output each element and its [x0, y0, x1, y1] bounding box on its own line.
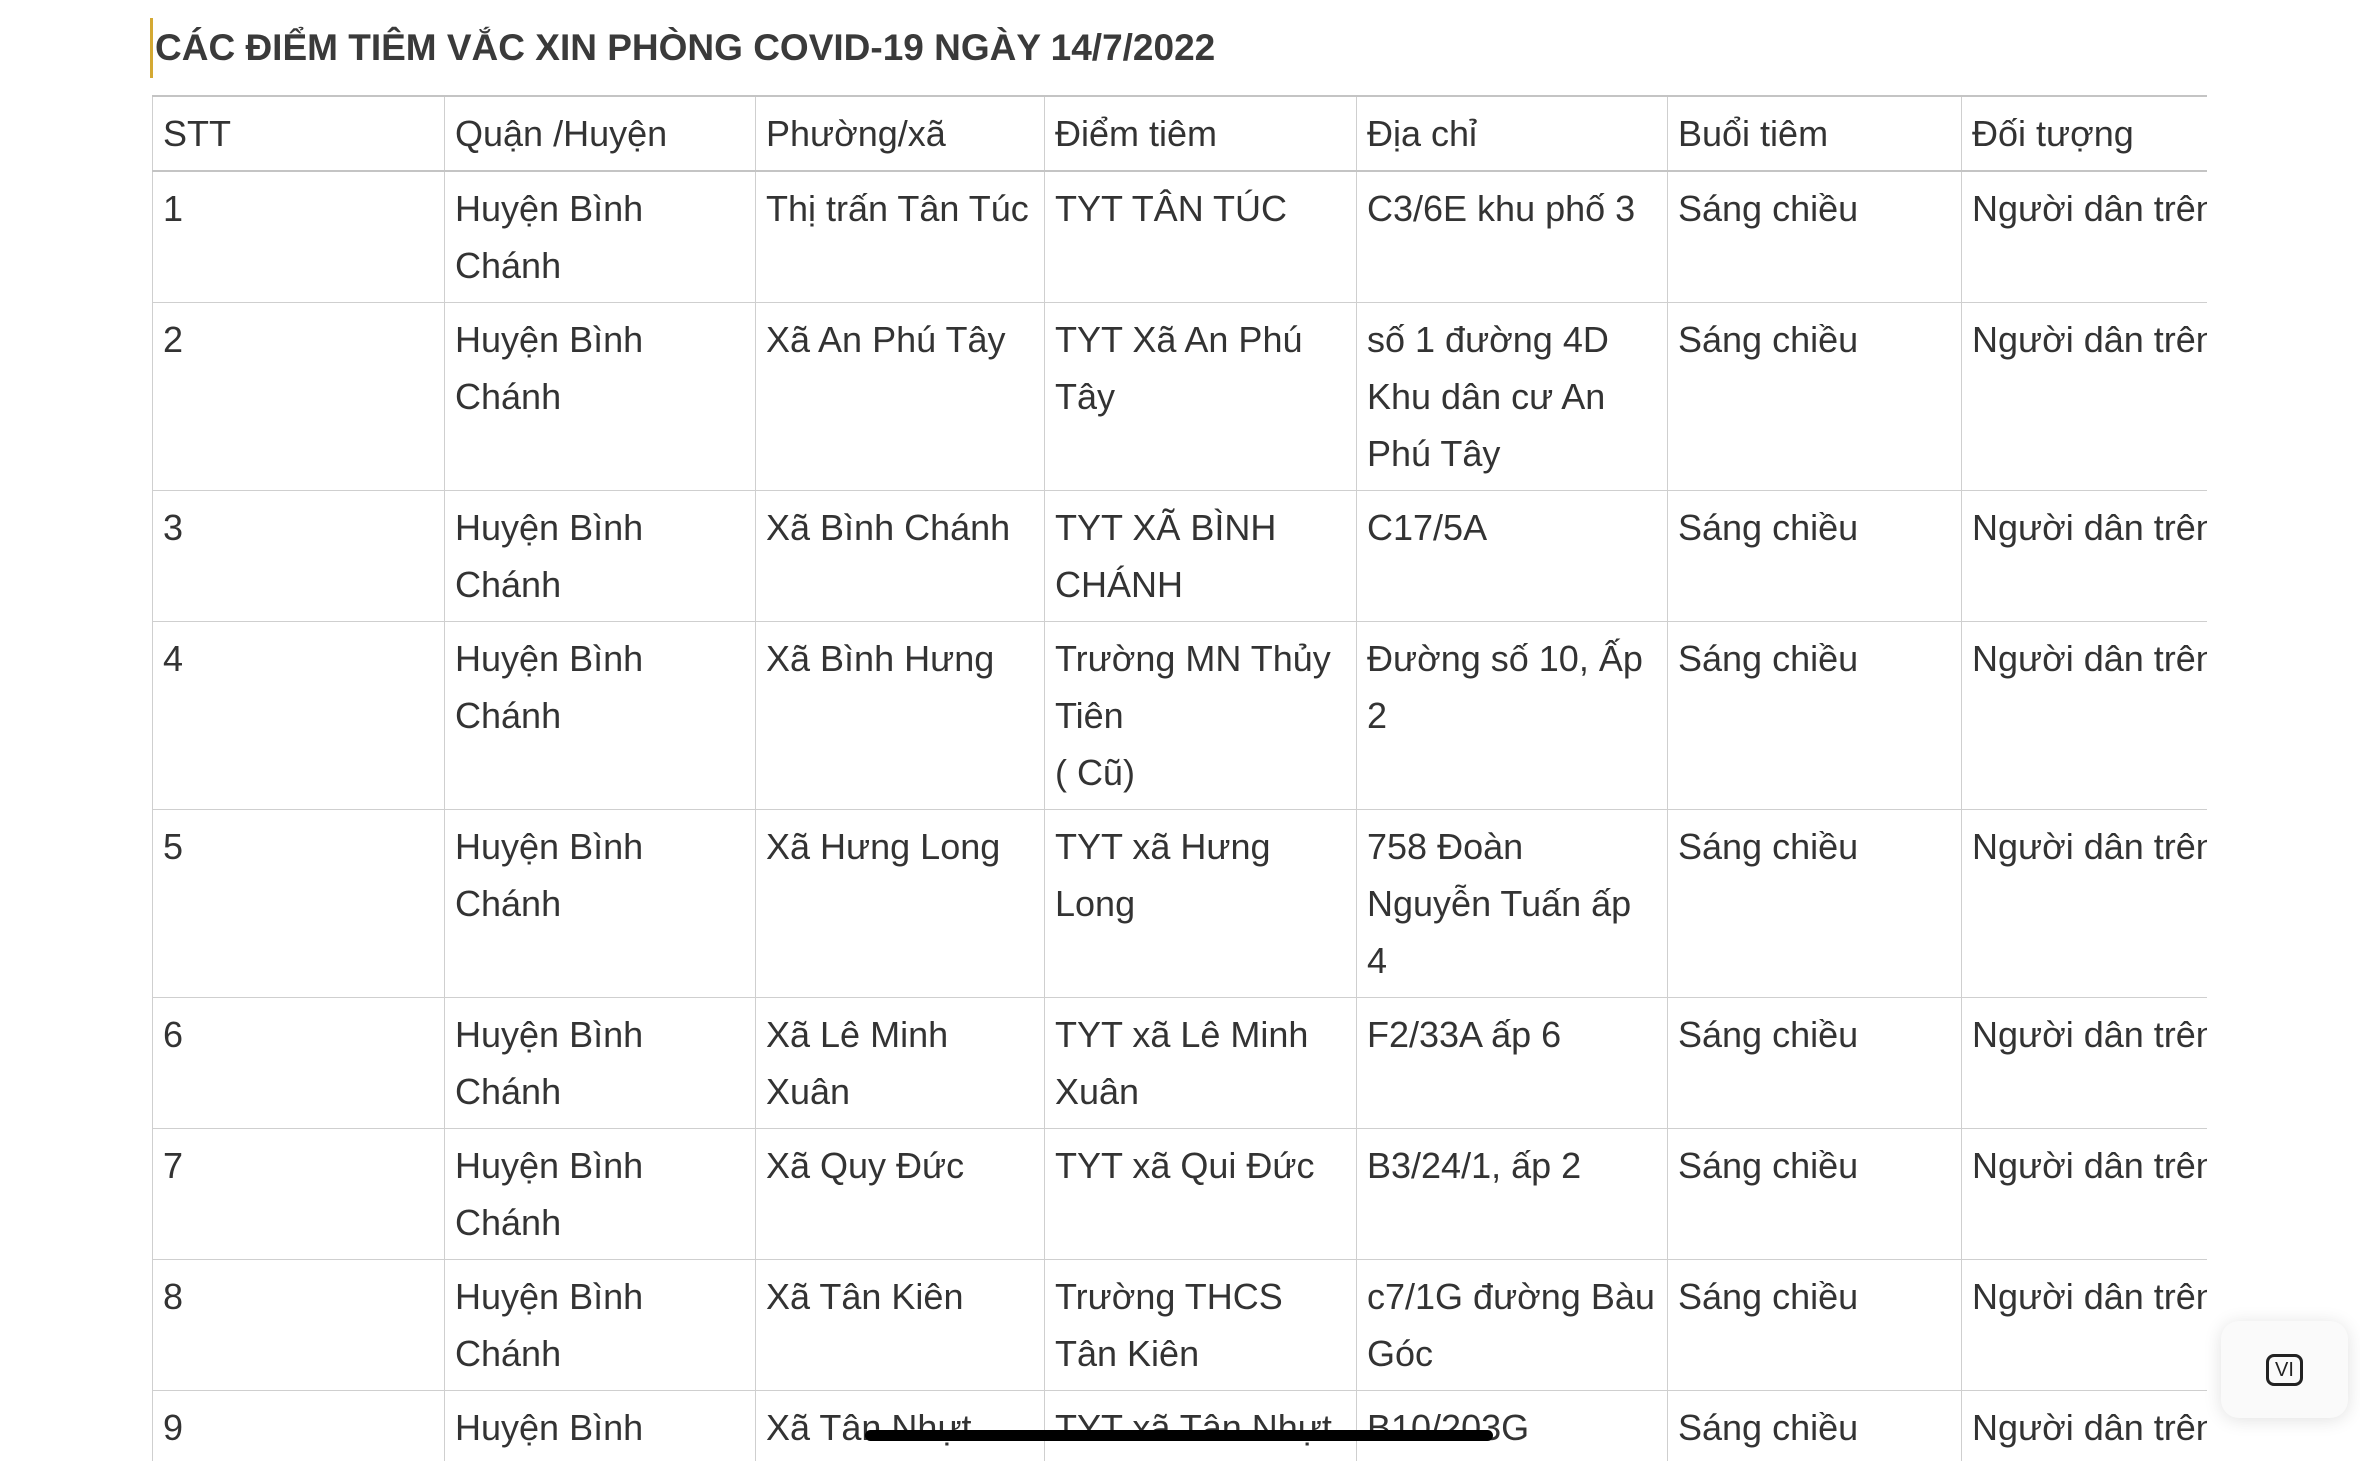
cell-ward: Xã Tân Nhựt [755, 1390, 1045, 1461]
column-header-site: Điểm tiêm [1044, 95, 1357, 172]
cell-district: Huyện Bình Chánh [444, 1128, 756, 1260]
cell-session: Sáng chiều [1667, 170, 1962, 303]
cell-target: Người dân trên địa bàn [1961, 1128, 2207, 1260]
cell-session: Sáng chiều [1667, 490, 1962, 622]
cell-stt: 2 [152, 302, 445, 491]
cell-target: Người dân trên địa bàn [1961, 170, 2207, 303]
table-row: 4 Huyện Bình Chánh Xã Bình Hưng Trường MN T… [152, 621, 2207, 810]
column-header-target: Đối tượng [1961, 95, 2207, 172]
cell-site: TYT xã Qui Đức [1044, 1128, 1357, 1260]
cell-address: C17/5A [1356, 490, 1668, 622]
column-header-ward: Phường/xã [755, 95, 1045, 172]
cell-ward: Xã Tân Kiên [755, 1259, 1045, 1391]
cell-district: Huyện Bình Chánh [444, 490, 756, 622]
language-icon: VI [2266, 1353, 2303, 1386]
table-row: 7 Huyện Bình Chánh Xã Quy Đức TYT xã Qui Đứ… [152, 1128, 2207, 1260]
cell-target: Người dân trên địa bàn [1961, 997, 2207, 1129]
cell-district: Huyện Bình Chánh [444, 997, 756, 1129]
cell-site: Trường THCS Tân Kiên [1044, 1259, 1357, 1391]
cell-target: Người dân trên địa bàn [1961, 1259, 2207, 1391]
cell-session: Sáng chiều [1667, 1128, 1962, 1260]
cell-address: B10/203G Trương [1356, 1390, 1668, 1461]
cell-address: B3/24/1, ấp 2 [1356, 1128, 1668, 1260]
table-row: 9 Huyện Bình Xã Tân Nhựt TYT xã Tân Nhựt B10… [152, 1390, 2207, 1461]
table-row: 1 Huyện Bình Chánh Thị trấn Tân Túc TYT TÂN… [152, 170, 2207, 303]
table-row: 2 Huyện Bình Chánh Xã An Phú Tây TYT Xã An … [152, 302, 2207, 491]
page-title: CÁC ĐIỂM TIÊM VẮC XIN PHÒNG COVID-19 NGÀ… [150, 18, 1215, 78]
cell-target: Người dân trên địa bàn [1961, 621, 2207, 810]
cell-site: TYT xã Lê Minh Xuân [1044, 997, 1357, 1129]
cell-district: Huyện Bình [444, 1390, 756, 1461]
cell-address: Đường số 10, Ấp 2 [1356, 621, 1668, 810]
cell-site: TYT xã Tân Nhựt [1044, 1390, 1357, 1461]
table-row: 3 Huyện Bình Chánh Xã Bình Chánh TYT XÃ BÌN… [152, 490, 2207, 622]
cell-district: Huyện Bình Chánh [444, 170, 756, 303]
cell-address: C3/6E khu phố 3 [1356, 170, 1668, 303]
cell-ward: Thị trấn Tân Túc [755, 170, 1045, 303]
cell-session: Sáng chiều [1667, 997, 1962, 1129]
home-indicator[interactable] [865, 1430, 1493, 1441]
cell-site: TYT XÃ BÌNH CHÁNH [1044, 490, 1357, 622]
cell-stt: 5 [152, 809, 445, 998]
cell-target: Người dân trên địa bàn [1961, 809, 2207, 998]
cell-ward: Xã An Phú Tây [755, 302, 1045, 491]
cell-district: Huyện Bình Chánh [444, 809, 756, 998]
language-button[interactable]: VI [2221, 1321, 2348, 1418]
column-header-session: Buổi tiêm [1667, 95, 1962, 172]
cell-session: Sáng chiều [1667, 1259, 1962, 1391]
table-row: 8 Huyện Bình Chánh Xã Tân Kiên Trường THCS … [152, 1259, 2207, 1391]
cell-session: Sáng chiều [1667, 1390, 1962, 1461]
table-header-row: STT Quận /Huyện Phường/xã Điểm tiêm Địa chỉ B… [152, 95, 2207, 172]
cell-district: Huyện Bình Chánh [444, 621, 756, 810]
cell-ward: Xã Bình Chánh [755, 490, 1045, 622]
cell-target: Người dân trên [1961, 1390, 2207, 1461]
column-header-address: Địa chỉ [1356, 95, 1668, 172]
cell-district: Huyện Bình Chánh [444, 302, 756, 491]
cell-ward: Xã Quy Đức [755, 1128, 1045, 1260]
cell-ward: Xã Hưng Long [755, 809, 1045, 998]
cell-target: Người dân trên địa bàn [1961, 490, 2207, 622]
cell-ward: Xã Bình Hưng [755, 621, 1045, 810]
cell-target: Người dân trên địa bàn [1961, 302, 2207, 491]
cell-stt: 7 [152, 1128, 445, 1260]
cell-stt: 9 [152, 1390, 445, 1461]
cell-ward: Xã Lê Minh Xuân [755, 997, 1045, 1129]
column-header-stt: STT [152, 95, 445, 172]
cell-address: số 1 đường 4D Khu dân cư An Phú Tây [1356, 302, 1668, 491]
cell-session: Sáng chiều [1667, 809, 1962, 998]
cell-stt: 1 [152, 170, 445, 303]
cell-site: TYT Xã An Phú Tây [1044, 302, 1357, 491]
table-row: 6 Huyện Bình Chánh Xã Lê Minh Xuân TYT xã L… [152, 997, 2207, 1129]
cell-address: 758 Đoàn Nguyễn Tuấn ấp 4 [1356, 809, 1668, 998]
cell-stt: 3 [152, 490, 445, 622]
vaccination-sites-table: STT Quận /Huyện Phường/xã Điểm tiêm Địa chỉ B… [152, 95, 2207, 1461]
cell-stt: 8 [152, 1259, 445, 1391]
cell-stt: 4 [152, 621, 445, 810]
table-row: 5 Huyện Bình Chánh Xã Hưng Long TYT xã Hưng… [152, 809, 2207, 998]
cell-session: Sáng chiều [1667, 302, 1962, 491]
cell-address: F2/33A ấp 6 [1356, 997, 1668, 1129]
cell-session: Sáng chiều [1667, 621, 1962, 810]
cell-stt: 6 [152, 997, 445, 1129]
cell-site: TYT TÂN TÚC [1044, 170, 1357, 303]
cell-site: Trường MN Thủy Tiên ( Cũ) [1044, 621, 1357, 810]
cell-address: c7/1G đường Bàu Góc [1356, 1259, 1668, 1391]
cell-site: TYT xã Hưng Long [1044, 809, 1357, 998]
cell-district: Huyện Bình Chánh [444, 1259, 756, 1391]
column-header-district: Quận /Huyện [444, 95, 756, 172]
